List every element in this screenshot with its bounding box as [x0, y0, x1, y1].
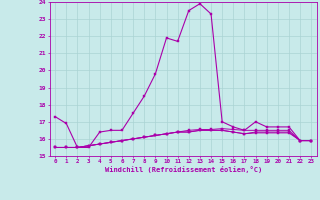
- X-axis label: Windchill (Refroidissement éolien,°C): Windchill (Refroidissement éolien,°C): [105, 166, 262, 173]
